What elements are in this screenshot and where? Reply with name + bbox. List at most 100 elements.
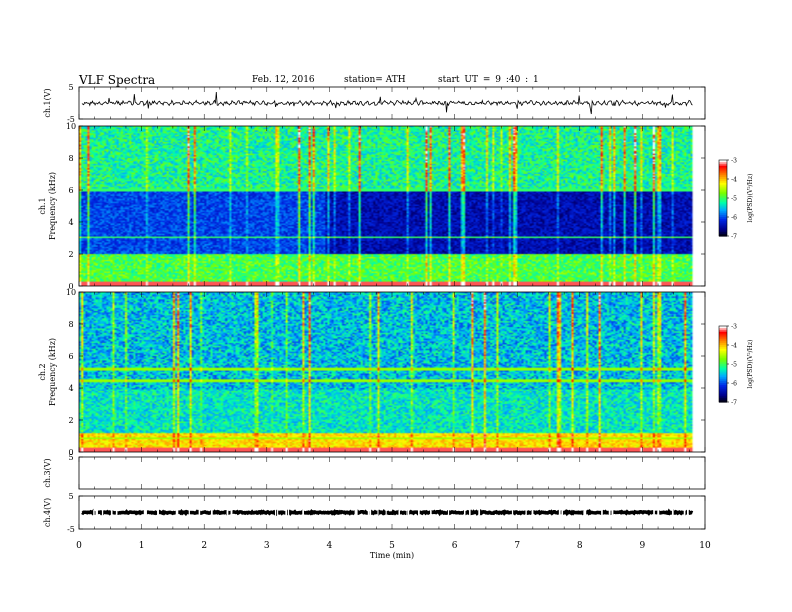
colorbar-cell (719, 201, 727, 205)
date-label: Feb. 12, 2016 (252, 75, 315, 85)
y-tick-label: 0 (68, 282, 73, 291)
y-tick-label: 8 (68, 154, 73, 163)
colorbar-cell (719, 179, 727, 182)
waveform-gap (525, 509, 527, 516)
y-axis-label: ch.4(V) (43, 498, 52, 527)
waveform-gap (584, 509, 587, 516)
colorbar-cell (719, 377, 727, 380)
colorbar-cell (719, 205, 727, 209)
waveform-trace (81, 91, 693, 115)
waveform-gap (561, 509, 564, 516)
waveform-gap (274, 509, 277, 516)
colorbar-cell (719, 198, 727, 201)
colorbar-cell (719, 224, 727, 228)
figure-title: VLF Spectra (79, 73, 156, 87)
waveform-gap (93, 509, 95, 516)
colorbar-tick-label: -6 (731, 381, 737, 388)
panel-ch1-waveform: 5 -5 ch.1(V) (43, 83, 706, 124)
waveform-gap (608, 509, 611, 516)
waveform-gap (531, 509, 534, 516)
colorbar-tick-label: -3 (731, 324, 737, 331)
colorbar-cell (719, 199, 727, 203)
waveform-gap (447, 509, 450, 516)
colorbar-cell (719, 169, 727, 172)
waveform-gap (687, 509, 689, 516)
waveform-gap (175, 509, 178, 516)
colorbar-cell (719, 352, 727, 356)
x-tick-label: 2 (201, 541, 207, 551)
colorbar-cell (719, 327, 727, 331)
colorbar-cell (719, 160, 727, 163)
colorbar-tick-label: -7 (731, 400, 737, 407)
colorbar-cell (719, 333, 727, 337)
colorbar-cell (719, 234, 727, 237)
waveform-gap (683, 509, 686, 516)
waveform-gap (145, 509, 147, 516)
colorbar-cell (719, 232, 727, 235)
colorbar-cell (719, 339, 727, 342)
colorbar-cell (719, 177, 727, 180)
colorbar-tick-label: -5 (731, 196, 737, 203)
x-tick-label: 9 (640, 541, 646, 551)
waveform-gap (385, 509, 387, 516)
colorbar-cell (719, 184, 727, 188)
y-tick-label: 8 (68, 320, 73, 329)
colorbar-cell (719, 171, 727, 174)
colorbar-cell (719, 362, 727, 365)
waveform-gap (653, 509, 655, 516)
colorbar-cell (719, 369, 727, 373)
colorbar-cell (719, 337, 727, 340)
colorbar-cell (719, 383, 727, 386)
y-axis-label: ch.2 (38, 363, 47, 380)
waveform-gap (601, 509, 603, 516)
waveform-gap (277, 509, 279, 516)
colorbar-cell (719, 331, 727, 335)
colorbar-cell (719, 398, 727, 401)
colorbar-cell (719, 209, 727, 212)
colorbar-cell (719, 218, 727, 222)
spectrogram-image (79, 126, 705, 286)
y-axis-label: ch.1 (38, 197, 47, 214)
colorbar-cell (719, 196, 727, 199)
x-tick-label: 4 (327, 541, 333, 551)
colorbar-cell (719, 217, 727, 220)
start-time-label: start UT = 9 :40 : 1 (438, 75, 539, 85)
waveform-gap (430, 509, 432, 516)
waveform-gap (478, 509, 481, 516)
colorbar-cell (719, 167, 727, 171)
colorbar-cell (719, 365, 727, 369)
colorbar-cell (719, 354, 727, 357)
waveform-gap (657, 509, 660, 516)
colorbar-cell (719, 203, 727, 207)
x-axis-label: Time (min) (370, 551, 414, 560)
colorbar-cell (719, 348, 727, 352)
x-tick-label: 5 (389, 541, 395, 551)
colorbar-cell (719, 188, 727, 191)
x-tick-label: 10 (699, 541, 711, 551)
x-tick-label: 0 (76, 541, 82, 551)
colorbar-cell (719, 226, 727, 229)
waveform-gap (355, 509, 358, 516)
colorbar-cell (719, 190, 727, 193)
colorbar-label: log(PSD)(V²/Hz) (747, 340, 754, 389)
colorbar-cell (719, 371, 727, 375)
waveform-gap (511, 509, 514, 516)
y-tick-label: 0 (68, 448, 73, 457)
colorbar-cell (719, 350, 727, 354)
panel-ch3-waveform: 5 ch.3(V) (43, 453, 706, 490)
y-tick-label: 6 (68, 352, 73, 361)
waveform-gap (407, 509, 410, 516)
colorbar-cell (719, 165, 727, 169)
colorbar-cell (719, 163, 727, 167)
colorbar-cell (719, 356, 727, 359)
x-tick-label: 8 (577, 541, 583, 551)
colorbar-cell (719, 161, 727, 165)
waveform-gap (369, 509, 372, 516)
colorbar-cell (719, 396, 727, 399)
spectrogram-image (79, 292, 705, 452)
colorbar-cell (719, 390, 727, 394)
waveform-gap (354, 509, 356, 516)
waveform-trace (81, 508, 694, 517)
panel-ch1-spectrogram: -3 -4 -5 -6 -7 log(PSD)(V²/Hz) 0 2 4 6 8 10 ch.1 Freq… (38, 122, 754, 291)
